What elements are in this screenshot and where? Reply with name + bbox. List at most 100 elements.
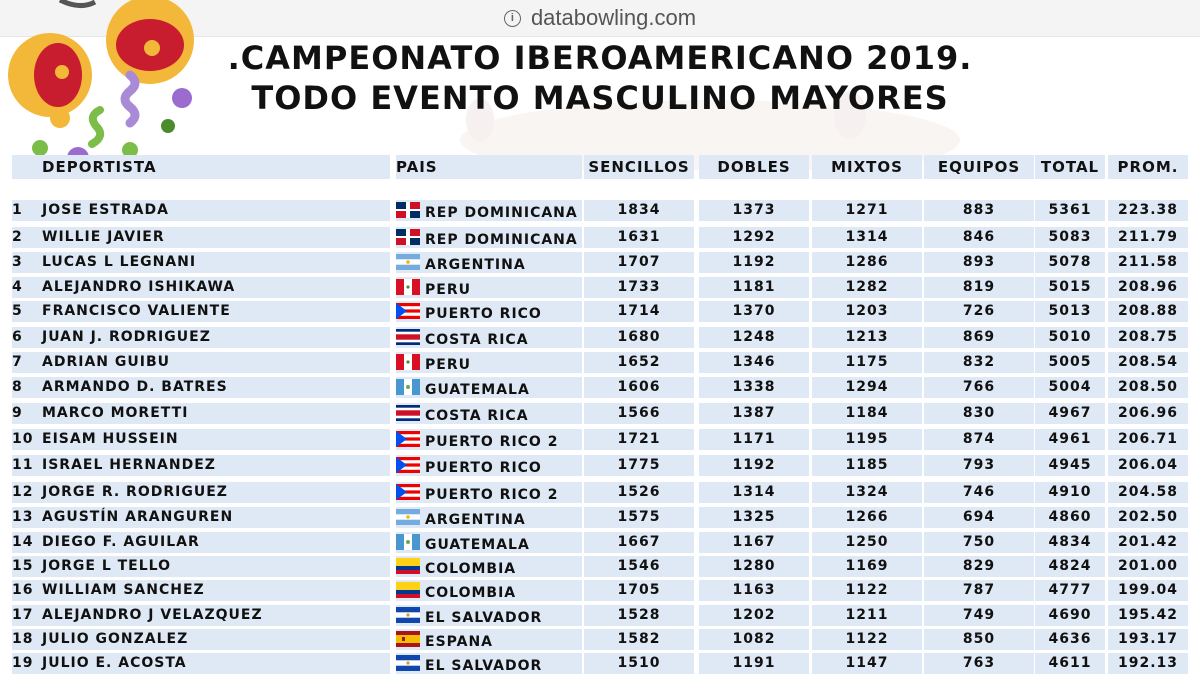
total-cell: 4824 (1048, 558, 1092, 574)
sencillos-cell: 1566 (617, 405, 661, 421)
athlete-name-cell: JORGE L TELLO (42, 558, 171, 574)
slv-flag-icon (396, 607, 420, 628)
prom-cell: 208.54 (1117, 354, 1179, 370)
mixtos-cell: 1266 (845, 509, 889, 525)
prom-cell: 208.75 (1117, 329, 1179, 345)
prom-cell: 193.17 (1117, 631, 1179, 647)
prom-cell: 204.58 (1117, 484, 1179, 500)
rank-cell: 11 (12, 457, 34, 473)
equipos-cell: 750 (962, 534, 996, 550)
total-cell: 5078 (1048, 254, 1092, 270)
prom-cell: 206.04 (1117, 457, 1179, 473)
total-cell: 4910 (1048, 484, 1092, 500)
rank-cell: 19 (12, 655, 34, 671)
athlete-name-cell: ARMANDO D. BATRES (42, 379, 228, 395)
prom-cell: 201.42 (1117, 534, 1179, 550)
prom-cell: 201.00 (1117, 558, 1179, 574)
equipos-cell: 763 (962, 655, 996, 671)
mixtos-cell: 1324 (845, 484, 889, 500)
total-cell: 4860 (1048, 509, 1092, 525)
athlete-name-cell: AGUSTÍN ARANGUREN (42, 509, 234, 525)
country-cell: REP DOMINICANA (425, 232, 578, 248)
rank-cell: 3 (12, 254, 23, 270)
rank-cell: 12 (12, 484, 34, 500)
sencillos-cell: 1834 (617, 202, 661, 218)
mixtos-cell: 1169 (845, 558, 889, 574)
total-cell: 4777 (1048, 582, 1092, 598)
equipos-cell: 832 (962, 354, 996, 370)
dobles-cell: 1192 (732, 254, 776, 270)
athlete-name-cell: LUCAS L LEGNANI (42, 254, 197, 270)
equipos-cell: 893 (962, 254, 996, 270)
dobles-cell: 1325 (732, 509, 776, 525)
prom-cell: 206.96 (1117, 405, 1179, 421)
table-row: 14 DIEGO F. AGUILAR GUATEMALA 1667 1167 1250 7… (12, 532, 1188, 553)
mixtos-cell: 1122 (845, 631, 889, 647)
rank-cell: 18 (12, 631, 34, 647)
mixtos-cell: 1250 (845, 534, 889, 550)
table-row: 19 JULIO E. ACOSTA EL SALVADOR 1510 1191 1147… (12, 653, 1188, 674)
rank-cell: 9 (12, 405, 23, 421)
dom-flag-icon (396, 229, 420, 250)
athlete-name-cell: ALEJANDRO ISHIKAWA (42, 279, 236, 295)
url-text: databowling.com (530, 5, 697, 30)
rank-cell: 17 (12, 607, 34, 623)
country-cell: ARGENTINA (425, 512, 526, 528)
title-line-1: .CAMPEONATO IBEROAMERICANO 2019. (227, 39, 973, 77)
title-line-2: TODO EVENTO MASCULINO MAYORES (251, 79, 949, 117)
rank-cell: 8 (12, 379, 23, 395)
rank-cell: 15 (12, 558, 34, 574)
header-total: TOTAL (1040, 158, 1100, 176)
sencillos-cell: 1631 (617, 229, 661, 245)
equipos-cell: 830 (962, 405, 996, 421)
table-row: 3 LUCAS L LEGNANI ARGENTINA 1707 1192 1286 893… (12, 252, 1188, 273)
athlete-name-cell: JULIO E. ACOSTA (42, 655, 187, 671)
rank-cell: 5 (12, 303, 23, 319)
country-cell: PUERTO RICO 2 (425, 434, 559, 450)
sencillos-cell: 1733 (617, 279, 661, 295)
country-cell: COSTA RICA (425, 332, 529, 348)
pri-flag-icon (396, 303, 420, 324)
arg-flag-icon (396, 254, 420, 275)
gtm-flag-icon (396, 534, 420, 555)
dobles-cell: 1181 (732, 279, 776, 295)
table-row: 5 FRANCISCO VALIENTE PUERTO RICO 1714 1370 12… (12, 301, 1188, 322)
table-row: 11 ISRAEL HERNANDEZ PUERTO RICO 1775 1192 118… (12, 455, 1188, 476)
equipos-cell: 694 (962, 509, 996, 525)
sencillos-cell: 1546 (617, 558, 661, 574)
rank-cell: 1 (12, 202, 23, 218)
info-icon[interactable]: i (503, 9, 521, 27)
sencillos-cell: 1526 (617, 484, 661, 500)
total-cell: 5083 (1048, 229, 1092, 245)
mixtos-cell: 1175 (845, 354, 889, 370)
athlete-name-cell: JOSE ESTRADA (42, 202, 169, 218)
pri-flag-icon (396, 484, 420, 505)
sencillos-cell: 1680 (617, 329, 661, 345)
browser-url-bar[interactable]: i databowling.com (0, 0, 1200, 37)
country-cell: COSTA RICA (425, 408, 529, 424)
dobles-cell: 1082 (732, 631, 776, 647)
equipos-cell: 846 (962, 229, 996, 245)
equipos-cell: 787 (962, 582, 996, 598)
sencillos-cell: 1667 (617, 534, 661, 550)
sencillos-cell: 1707 (617, 254, 661, 270)
rank-cell: 14 (12, 534, 34, 550)
party-popper-icon (8, 0, 194, 169)
athlete-name-cell: JORGE R. RODRIGUEZ (42, 484, 228, 500)
prom-cell: 208.88 (1117, 303, 1179, 319)
mixtos-cell: 1282 (845, 279, 889, 295)
dobles-cell: 1314 (732, 484, 776, 500)
dobles-cell: 1192 (732, 457, 776, 473)
sencillos-cell: 1528 (617, 607, 661, 623)
athlete-name-cell: EISAM HUSSEIN (42, 431, 179, 447)
table-row: 1 JOSE ESTRADA REP DOMINICANA 1834 1373 1271 8… (12, 200, 1188, 221)
country-cell: ARGENTINA (425, 257, 526, 273)
total-cell: 5005 (1048, 354, 1092, 370)
country-cell: COLOMBIA (425, 561, 517, 577)
sencillos-cell: 1705 (617, 582, 661, 598)
equipos-cell: 749 (962, 607, 996, 623)
total-cell: 4636 (1048, 631, 1092, 647)
sencillos-cell: 1582 (617, 631, 661, 647)
total-cell: 4945 (1048, 457, 1092, 473)
sencillos-cell: 1575 (617, 509, 661, 525)
